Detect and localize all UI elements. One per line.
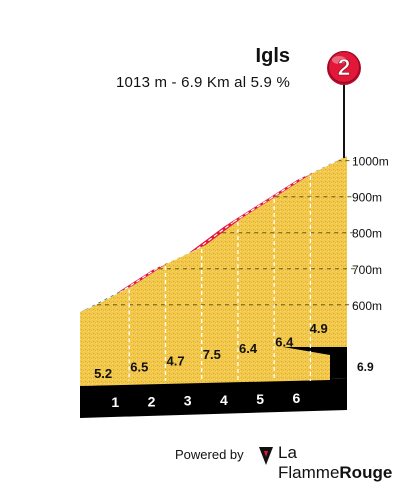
gradient-label: 5.2 <box>94 366 112 381</box>
summit-marker-label: 2 <box>338 54 351 80</box>
ground-area <box>97 156 347 347</box>
km-label: 4 <box>220 392 228 408</box>
gradient-label: 4.7 <box>167 353 185 368</box>
gradient-label: 6.4 <box>275 335 294 350</box>
gradient-label: 7.5 <box>203 347 221 362</box>
road-centerline <box>269 175 307 200</box>
brand-name-light: La Flamme <box>278 443 340 482</box>
ground-wedge <box>80 304 97 355</box>
gradient-label: 6.5 <box>130 360 148 375</box>
climb-title: Igls <box>255 45 290 67</box>
flame-logo-icon <box>259 447 273 465</box>
y-tick-label: 700m <box>352 263 382 277</box>
km-label: 3 <box>184 393 192 409</box>
road-centerline <box>305 159 339 177</box>
y-tick-label: 600m <box>352 299 382 313</box>
km-label: 2 <box>148 393 156 409</box>
road-centerline <box>124 265 162 290</box>
km-label: 5 <box>256 391 264 407</box>
road-centerline <box>233 198 270 223</box>
y-tick-label: 900m <box>352 191 382 205</box>
gradient-label: 6.4 <box>239 341 258 356</box>
climb-subtitle: 1013 m - 6.9 Km al 5.9 % <box>115 74 290 91</box>
gradient-label: 4.9 <box>310 321 328 336</box>
summit-marker <box>328 51 360 83</box>
end-distance-label: 6.9 <box>357 360 374 374</box>
base-band <box>80 378 347 418</box>
km-label: 6 <box>292 390 300 406</box>
powered-by-label: Powered by <box>175 447 244 462</box>
y-tick-label: 800m <box>352 227 382 241</box>
road-centerline <box>196 221 234 250</box>
summit-marker-shine <box>332 56 346 64</box>
y-tick-label: 1000m <box>352 155 389 169</box>
brand-name: La FlammeRouge <box>278 443 405 483</box>
km-label: 1 <box>111 394 119 410</box>
brand-name-bold: Rouge <box>339 463 393 482</box>
